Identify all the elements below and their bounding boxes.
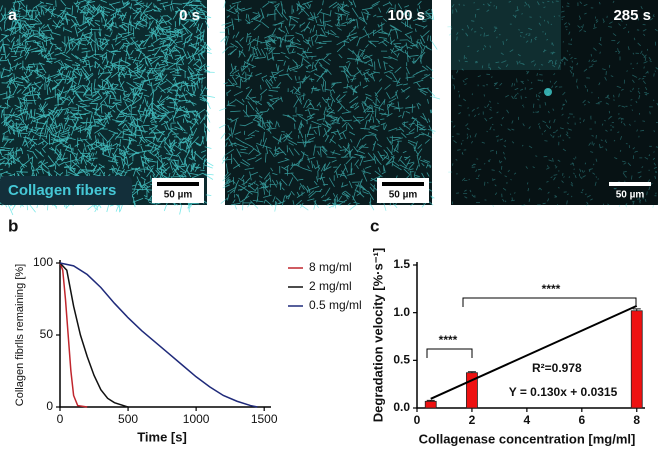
fit-label: Y = 0.130x + 0.0315 [509,385,618,399]
scale-bar [609,182,651,186]
y-tick-label: 0.0 [393,400,410,414]
panel-label: a [8,7,17,24]
series-line [59,262,258,408]
scale-text: 50 µm [389,190,418,201]
x-axis-title: Collagenase concentration [mg/ml] [419,431,636,446]
x-tick-label: 0 [57,412,64,426]
scale-text: 50 µm [164,190,193,201]
significance-label: **** [439,333,458,347]
time-label: 285 s [613,7,651,24]
r2-label: R²=0.978 [532,361,582,375]
x-axis-title: Time [s] [137,429,187,444]
x-tick-label: 6 [578,413,585,427]
panel-label: b [8,216,18,235]
fit-line [430,304,638,400]
series-line [59,262,88,408]
error-bar [426,399,435,402]
significance-bracket [462,297,637,307]
fiber-texture [218,0,441,212]
y-axis-title: Degradation velocity [%·s⁻¹] [370,248,385,422]
error-bar [467,371,476,373]
y-tick-label: 0.5 [393,353,410,367]
x-tick-label: 0 [414,413,421,427]
legend-label: 2 mg/ml [309,279,352,293]
fiber-texture [447,0,658,208]
caption-box [0,176,132,205]
bar [630,310,643,409]
glow-spot [544,88,552,96]
legend-label: 0.5 mg/ml [309,298,362,312]
legend-label: 8 mg/ml [309,260,352,274]
y-tick-label: 1.0 [393,305,410,319]
significance-label: **** [542,282,561,296]
charts: b 0 500 1000 1500 0 50 100 Time [s] Collagen fibr… [8,216,645,446]
scale-bar [382,182,424,186]
x-tick-label: 4 [524,413,531,427]
y-tick-label: 0 [46,399,53,413]
scale-bar [157,182,199,186]
x-tick-label: 1000 [183,412,210,426]
time-label: 0 s [179,7,200,24]
error-bar [632,308,641,311]
x-tick-label: 2 [469,413,476,427]
x-tick-label: 1500 [251,412,278,426]
axes [59,260,271,408]
y-tick-label: 50 [40,327,54,341]
significance-bracket [426,348,473,358]
y-tick-label: 1.5 [393,257,410,271]
series-line [59,262,129,408]
y-axis-title: Collagen fibrlls remaining [%] [14,264,26,406]
y-tick-label: 100 [33,255,53,269]
x-tick-label: 8 [633,413,640,427]
panel-label: c [370,216,379,235]
overlays: a 0 s 100 s 285 s Collagen fibers 50 µm … [0,7,651,205]
bar [424,400,437,409]
time-label: 100 s [387,7,425,24]
x-tick-label: 500 [118,412,138,426]
glow [451,0,561,70]
caption: Collagen fibers [8,182,116,199]
scale-text: 50 µm [616,190,645,201]
